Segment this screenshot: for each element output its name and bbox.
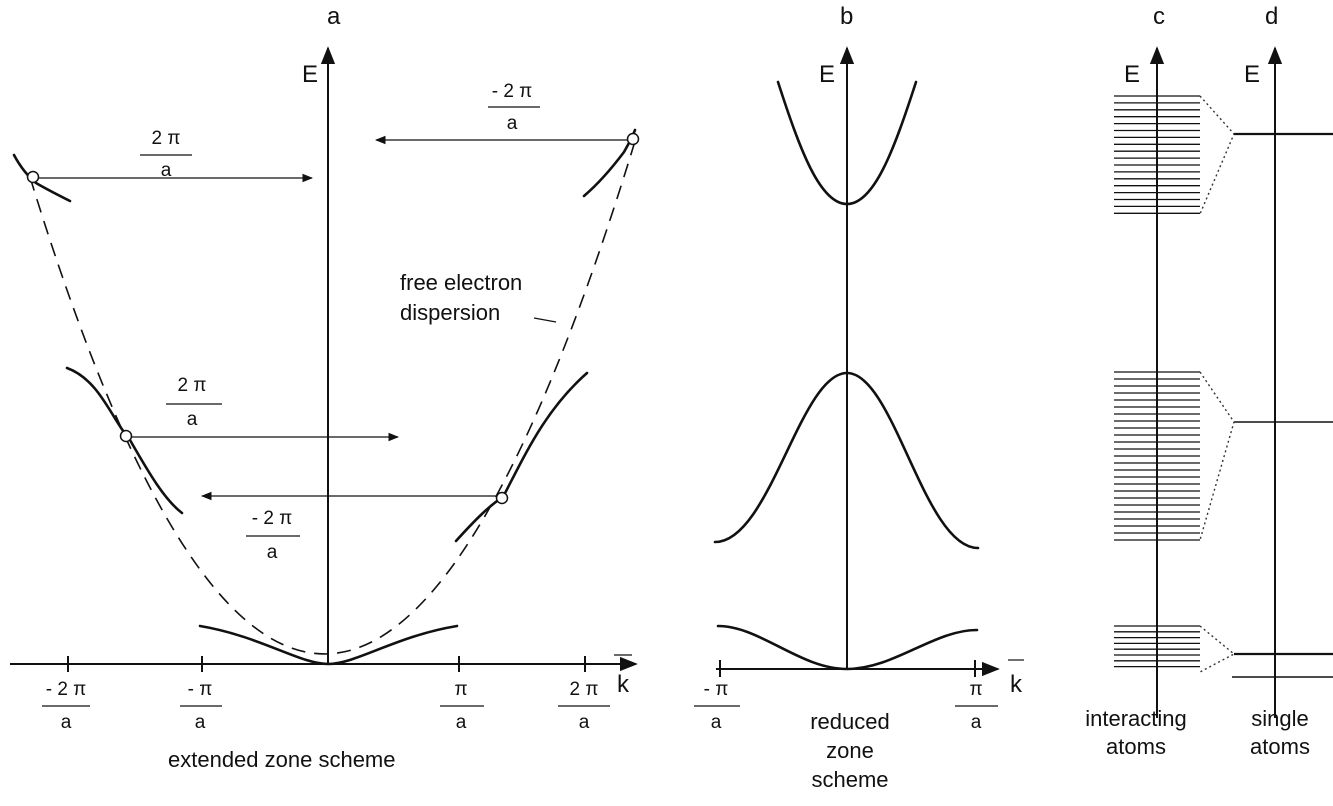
panel-d-energy-label: E [1244,61,1260,88]
annotation-free-electron: free electron [400,270,522,295]
crossing-point [495,491,509,505]
connector-lower [1199,625,1236,673]
band-1-extended [198,624,459,666]
svg-text:a: a [161,160,172,181]
level-band-upper [1114,95,1200,214]
svg-text:a: a [579,712,590,733]
svg-text:- 2 π: - 2 π [252,508,293,529]
connector-middle [1199,371,1235,541]
tick-label-pi: π a [440,679,484,733]
panel-d-caption-single: single [1251,706,1308,731]
tick-label-minus-pi: - π a [694,679,740,733]
free-electron-parabola [29,137,637,655]
svg-text:a: a [456,712,467,733]
band-3-reduced [776,80,918,206]
connector-upper [1199,95,1235,215]
annotation-dispersion: dispersion [400,300,500,325]
svg-text:- 2 π: - 2 π [492,81,533,102]
svg-text:2 π: 2 π [178,375,207,396]
svg-text:2 π: 2 π [152,128,181,149]
tick-label-minus-pi: - π a [180,679,222,733]
shift-label-2pi-lower: 2 π a [166,375,222,430]
svg-text:a: a [61,712,72,733]
panel-d-letter: d [1265,3,1278,30]
tick-label-pi: π a [955,679,998,733]
shift-label-2pi-upper: 2 π a [140,128,192,181]
panel-c-energy-label: E [1124,61,1140,88]
panel-a-letter: a [327,3,341,30]
panel-a-energy-label: E [302,61,318,88]
svg-text:π: π [454,679,467,700]
band-1-reduced [716,624,979,671]
panel-b-energy-label: E [819,61,835,88]
annotation-pointer [533,317,557,323]
svg-text:a: a [195,712,206,733]
crossing-point [119,429,133,443]
panel-c-caption-atoms: atoms [1106,734,1166,759]
svg-text:a: a [267,542,278,563]
svg-text:a: a [971,712,982,733]
band-2-reduced [713,371,980,550]
crossing-point [626,132,640,146]
panel-a-k-label: k [617,671,630,698]
svg-text:a: a [507,113,518,134]
panel-b-caption-zone: zone [826,738,874,763]
panel-a-caption: extended zone scheme [168,747,396,772]
tick-label-minus-2pi: - 2 π a [42,679,90,733]
panel-d-caption-atoms: atoms [1250,734,1310,759]
svg-text:a: a [187,409,198,430]
panel-d: d E single atoms [1199,3,1333,759]
shift-label-minus-2pi-lower: - 2 π a [246,508,300,563]
band-3-left [12,153,72,203]
panel-c-letter: c [1153,3,1165,30]
shift-label-minus-2pi-upper: - 2 π a [488,81,540,134]
panel-b: b E k - π a π a reduced zone scheme [694,3,1024,792]
crossing-point [26,170,40,184]
svg-text:π: π [969,679,982,700]
panel-b-caption-reduced: reduced [810,709,890,734]
tick-label-2pi: 2 π a [558,679,610,733]
svg-text:2 π: 2 π [570,679,599,700]
panel-a: a E k - 2 π a - π a π a 2 π [10,3,640,772]
panel-b-caption-scheme: scheme [811,767,888,792]
panel-c: c E interacting atoms [1085,3,1200,759]
svg-text:- π: - π [704,679,729,700]
panel-c-caption-interacting: interacting [1085,706,1187,731]
svg-text:- π: - π [188,679,213,700]
level-band-middle [1114,371,1200,541]
level-band-lower [1114,625,1200,668]
band-2-right [454,371,589,543]
panel-b-k-label: k [1010,671,1023,698]
panel-b-letter: b [840,3,853,30]
svg-text:- 2 π: - 2 π [46,679,87,700]
svg-text:a: a [711,712,722,733]
